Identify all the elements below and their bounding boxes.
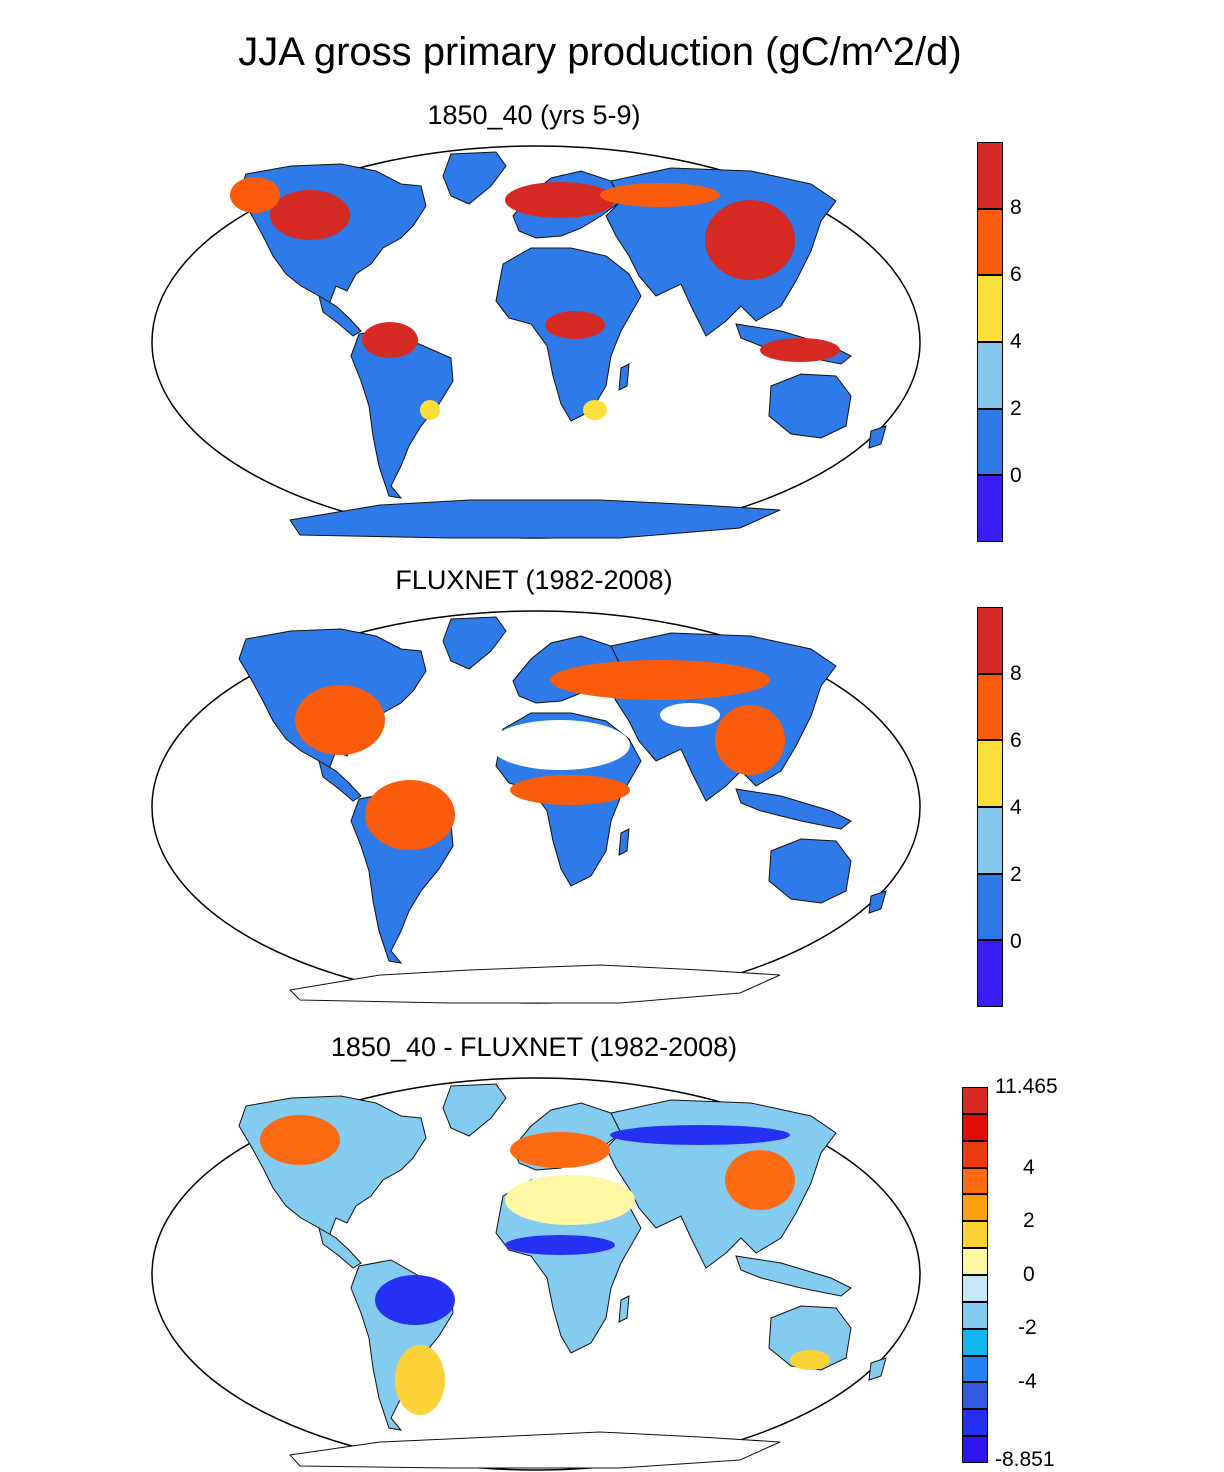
- cbar-model-label: 8: [1010, 196, 1022, 219]
- colorbar-swatch: [962, 1087, 988, 1114]
- cbar-model-label: 6: [1010, 263, 1022, 286]
- cbar-obs-label: 2: [1010, 863, 1022, 886]
- colorbar-swatch: [977, 873, 1003, 941]
- map-diff: [151, 1077, 921, 1471]
- cbar-diff-label: 2: [1023, 1209, 1035, 1232]
- panel-title-model: 1850_40 (yrs 5-9): [427, 100, 641, 130]
- panel-title-diff: 1850_40 - FLUXNET (1982-2008): [330, 1032, 738, 1062]
- cbar-obs-label: 0: [1010, 930, 1022, 953]
- colorbar-swatch: [962, 1275, 988, 1302]
- colorbar-swatch: [962, 1194, 988, 1222]
- colorbar-swatch: [977, 208, 1003, 276]
- colorbar-swatch: [962, 1355, 988, 1383]
- colorbar-swatch: [962, 1248, 988, 1275]
- colorbar-model: [977, 142, 1003, 542]
- colorbar-swatch: [962, 1328, 988, 1356]
- colorbar-swatch: [977, 740, 1003, 807]
- map-model: [151, 145, 921, 539]
- colorbar-swatch: [977, 940, 1003, 1007]
- colorbar-swatch: [977, 142, 1003, 209]
- cbar-model-label: 0: [1010, 464, 1022, 487]
- colorbar-swatch: [962, 1409, 988, 1437]
- cbar-model-label: 2: [1010, 397, 1022, 420]
- cbar-model-label: 4: [1010, 330, 1022, 353]
- map-obs: [151, 610, 921, 1004]
- colorbar-obs: [977, 607, 1003, 1007]
- colorbar-swatch: [977, 475, 1003, 542]
- colorbar-swatch: [962, 1382, 988, 1410]
- cbar-diff-label: -2: [1018, 1316, 1037, 1339]
- colorbar-swatch: [962, 1140, 988, 1168]
- colorbar-swatch: [977, 607, 1003, 674]
- colorbar-swatch: [977, 408, 1003, 476]
- panel-title-obs: FLUXNET (1982-2008): [395, 565, 673, 595]
- colorbar-swatch: [962, 1436, 988, 1463]
- colorbar-swatch: [977, 807, 1003, 874]
- colorbar-swatch: [977, 275, 1003, 342]
- colorbar-diff: [962, 1087, 988, 1463]
- cbar-diff-label: -8.851: [995, 1448, 1055, 1471]
- cbar-diff-label: -4: [1018, 1370, 1037, 1393]
- cbar-obs-label: 4: [1010, 796, 1022, 819]
- colorbar-swatch: [977, 673, 1003, 741]
- cbar-obs-label: 6: [1010, 729, 1022, 752]
- colorbar-swatch: [962, 1221, 988, 1249]
- figure-title: JJA gross primary production (gC/m^2/d): [238, 30, 962, 74]
- colorbar-swatch: [977, 342, 1003, 409]
- colorbar-swatch: [962, 1167, 988, 1195]
- colorbar-swatch: [962, 1301, 988, 1329]
- cbar-diff-label: 0: [1023, 1263, 1035, 1286]
- cbar-diff-label: 4: [1023, 1156, 1035, 1179]
- cbar-obs-label: 8: [1010, 662, 1022, 685]
- cbar-diff-label: 11.465: [995, 1075, 1058, 1098]
- colorbar-swatch: [962, 1113, 988, 1141]
